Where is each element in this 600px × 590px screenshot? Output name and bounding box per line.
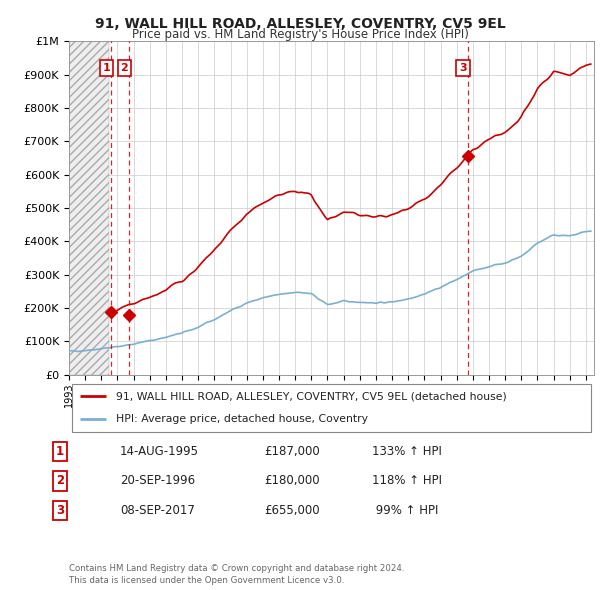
Text: 91, WALL HILL ROAD, ALLESLEY, COVENTRY, CV5 9EL: 91, WALL HILL ROAD, ALLESLEY, COVENTRY, … [95,17,505,31]
Text: 1: 1 [103,63,110,73]
FancyBboxPatch shape [71,384,592,431]
Text: 1: 1 [56,445,64,458]
Text: 133% ↑ HPI: 133% ↑ HPI [372,445,442,458]
Text: 20-SEP-1996: 20-SEP-1996 [120,474,195,487]
Text: 3: 3 [459,63,467,73]
Text: Contains HM Land Registry data © Crown copyright and database right 2024.
This d: Contains HM Land Registry data © Crown c… [69,564,404,585]
Text: 08-SEP-2017: 08-SEP-2017 [120,504,195,517]
Text: 14-AUG-1995: 14-AUG-1995 [120,445,199,458]
Text: 118% ↑ HPI: 118% ↑ HPI [372,474,442,487]
Text: HPI: Average price, detached house, Coventry: HPI: Average price, detached house, Cove… [116,414,368,424]
Text: Price paid vs. HM Land Registry's House Price Index (HPI): Price paid vs. HM Land Registry's House … [131,28,469,41]
Text: 91, WALL HILL ROAD, ALLESLEY, COVENTRY, CV5 9EL (detached house): 91, WALL HILL ROAD, ALLESLEY, COVENTRY, … [116,391,507,401]
Bar [69,41,109,375]
Text: 2: 2 [121,63,128,73]
Text: £180,000: £180,000 [264,474,320,487]
Text: 99% ↑ HPI: 99% ↑ HPI [372,504,439,517]
Text: £187,000: £187,000 [264,445,320,458]
Text: 2: 2 [56,474,64,487]
Text: £655,000: £655,000 [264,504,320,517]
Text: 3: 3 [56,504,64,517]
